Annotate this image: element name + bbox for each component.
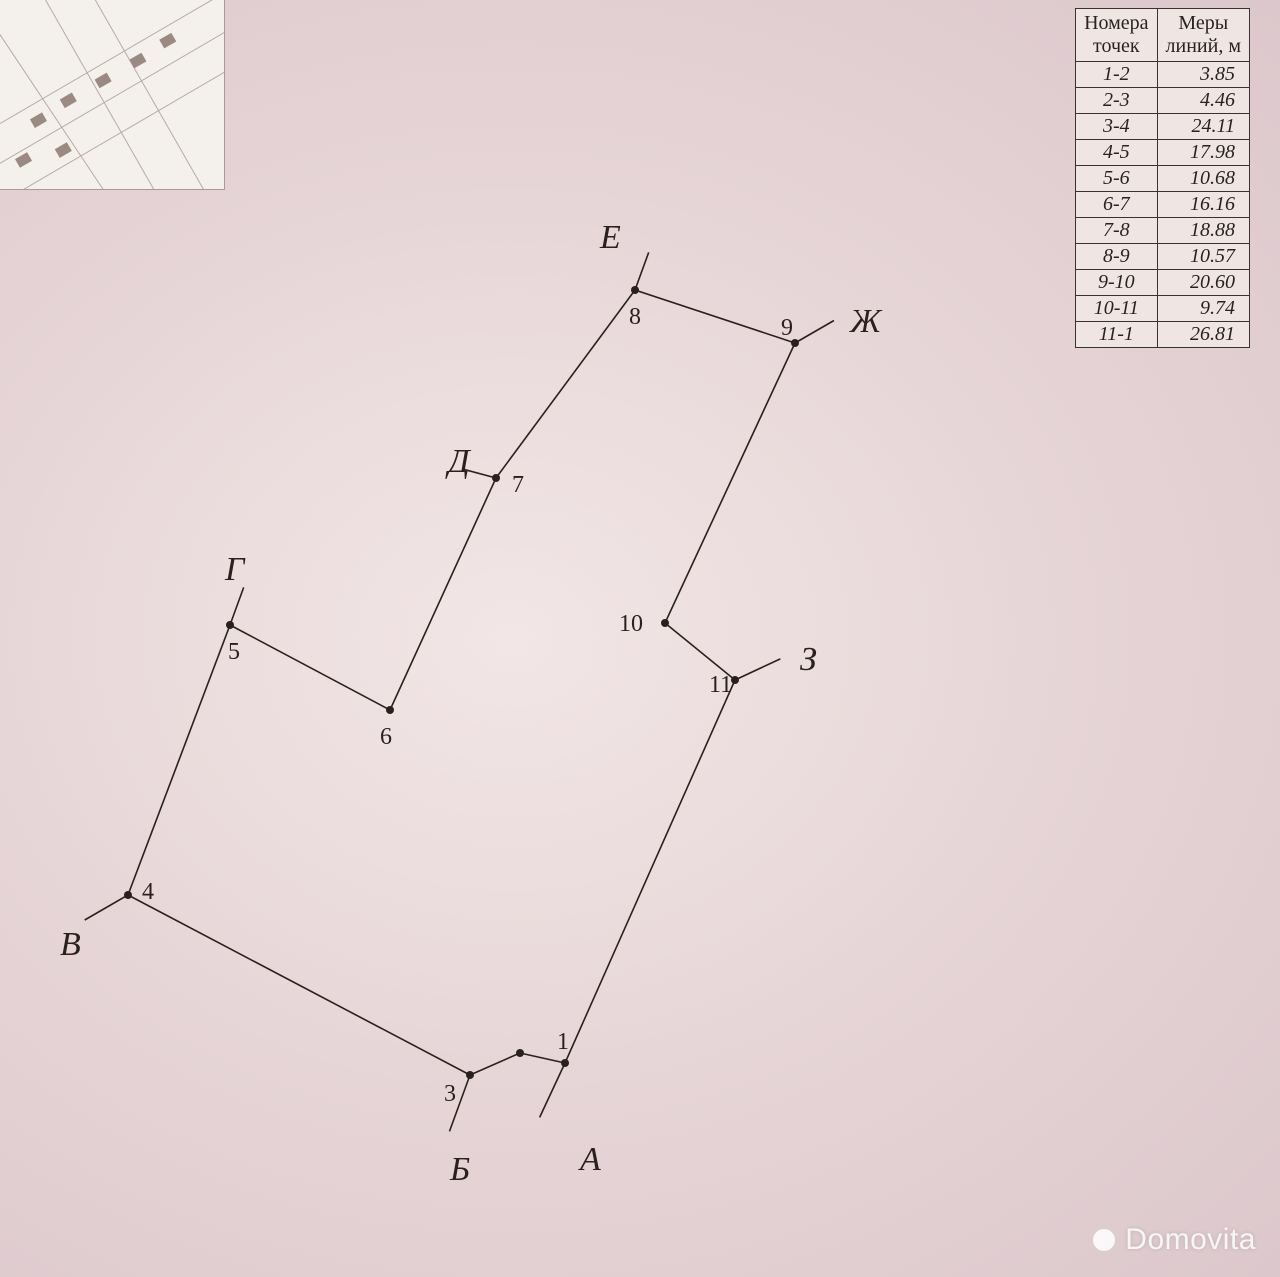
svg-text:5: 5 xyxy=(228,639,240,665)
svg-text:А: А xyxy=(578,1141,601,1178)
svg-text:Д: Д xyxy=(445,443,472,480)
svg-text:6: 6 xyxy=(380,724,392,750)
svg-text:7: 7 xyxy=(512,472,524,498)
svg-text:Ж: Ж xyxy=(849,303,883,340)
svg-text:11: 11 xyxy=(709,672,732,698)
svg-text:8: 8 xyxy=(629,304,641,330)
watermark-text: Domovita xyxy=(1125,1223,1256,1257)
svg-text:Б: Б xyxy=(449,1151,470,1188)
svg-text:9: 9 xyxy=(781,315,793,341)
svg-text:Е: Е xyxy=(599,219,621,256)
svg-text:4: 4 xyxy=(142,879,154,905)
svg-text:1: 1 xyxy=(557,1029,569,1055)
svg-text:В: В xyxy=(60,926,81,963)
parcel-diagram: 1 3 4 5 6 7 8 9 10 11 А Б В Г Д Е Ж З xyxy=(0,0,1280,1277)
svg-text:3: 3 xyxy=(444,1081,456,1107)
watermark: Domovita xyxy=(1093,1223,1256,1257)
svg-text:З: З xyxy=(800,641,817,678)
svg-text:10: 10 xyxy=(619,611,643,637)
watermark-dot-icon xyxy=(1093,1229,1115,1251)
svg-text:Г: Г xyxy=(224,551,246,588)
